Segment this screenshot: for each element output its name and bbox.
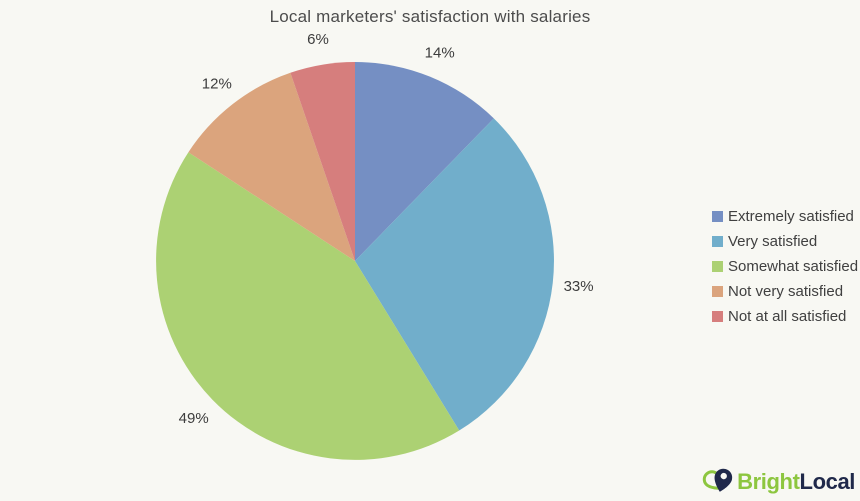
legend-item: Not very satisfied	[712, 282, 858, 300]
legend-swatch-icon	[712, 285, 723, 297]
pie-slice-4	[188, 72, 355, 261]
pie-slice-label: 6%	[307, 31, 329, 48]
pie-slice-2	[355, 118, 554, 431]
pie-slice-label: 49%	[179, 410, 209, 427]
legend-item: Extremely satisfied	[712, 207, 858, 225]
legend-label: Not at all satisfied	[728, 307, 847, 325]
legend-swatch-icon	[712, 210, 723, 222]
legend: Extremely satisfied Very satisfied Somewha…	[712, 207, 858, 332]
legend-swatch-icon	[712, 310, 723, 322]
brightlocal-logo: BrightLocal	[702, 467, 855, 497]
pie-slice-label: 12%	[202, 75, 232, 92]
chart-title: Local marketers' satisfaction with salar…	[269, 7, 591, 26]
legend-item: Very satisfied	[712, 232, 858, 250]
pie-slice-5	[290, 62, 355, 261]
pie-slice-3	[156, 152, 460, 460]
legend-label: Not very satisfied	[728, 282, 844, 300]
brand-text-bright: Bright	[737, 469, 800, 494]
legend-label: Extremely satisfied	[728, 207, 854, 225]
legend-item: Not at all satisfied	[712, 307, 858, 325]
legend-label: Very satisfied	[728, 232, 818, 250]
legend-label: Somewhat satisfied	[728, 257, 859, 275]
legend-swatch-icon	[712, 235, 723, 247]
map-pin-icon	[702, 468, 733, 492]
pie-slice-label: 33%	[564, 278, 594, 295]
pie-slice-1	[355, 62, 494, 261]
brand-text: BrightLocal	[737, 469, 855, 495]
legend-swatch-icon	[712, 260, 723, 272]
brand-text-local: Local	[799, 469, 856, 494]
legend-item: Somewhat satisfied	[712, 257, 858, 275]
pie-slice-label: 14%	[425, 45, 455, 62]
